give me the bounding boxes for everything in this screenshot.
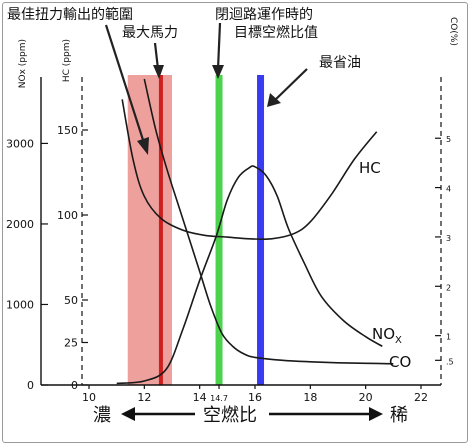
economy-arrow-shaft: [273, 68, 308, 102]
fuel-economy-annotation: 最省油: [319, 55, 361, 71]
hc-tick-label: 0: [71, 379, 78, 392]
hc-tick-label: 100: [57, 209, 78, 222]
torque-arrowhead: [137, 137, 149, 155]
co-tick-label: 5: [446, 135, 451, 144]
x-tick-label: 14.7: [210, 394, 228, 403]
co-curve-label: CO: [389, 353, 411, 371]
nox-tick-layer: 0 1000 2000 3000: [6, 137, 48, 392]
closed-loop-annotation-line2: 目標空燃比值: [234, 24, 318, 41]
closed-loop-arrowhead: [212, 65, 224, 79]
hc-axis-title: HC (ppm): [62, 39, 72, 82]
direction-arrows: [121, 407, 383, 421]
nox-curve-label-sub: X: [395, 335, 402, 346]
best-economy-band: [257, 75, 265, 385]
torque-range-band: [127, 75, 172, 385]
x-tick-layer: 10 12 14 14.7 16 18 20 22: [82, 385, 428, 404]
max-power-annotation: 最大馬力: [122, 25, 178, 41]
closed-loop-arrow-shaft: [216, 22, 222, 70]
co-tick-label: 4: [446, 185, 451, 194]
x-tick-label: 20: [359, 391, 373, 404]
nox-tick-label: 2000: [6, 218, 34, 231]
x-tick-label: 12: [137, 391, 151, 404]
nox-curve: [116, 165, 383, 385]
series-layer: [116, 78, 394, 385]
torque-arrow-shaft: [104, 24, 146, 144]
nox-axis-title: NOx (ppm): [18, 39, 28, 88]
co-axis-title: CO(%): [448, 17, 458, 46]
hc-tick-label: 150: [57, 124, 78, 137]
nox-tick-label: 0: [27, 379, 34, 392]
max-power-arrow-shaft: [153, 42, 160, 70]
max-power-arrowhead: [153, 65, 164, 79]
lean-arrowhead: [369, 407, 383, 421]
economy-arrowhead: [267, 93, 281, 107]
nox-tick-label: 1000: [6, 298, 34, 311]
rich-label: 濃: [93, 405, 111, 426]
hc-curve-label: HC: [359, 159, 381, 177]
hc-curve: [121, 99, 378, 241]
co-tick-label: 1: [446, 333, 451, 342]
max-power-line: [158, 75, 163, 385]
hc-tick-label: 25: [64, 337, 78, 350]
co-tick-label: 2: [446, 283, 451, 292]
x-tick-label: 10: [82, 391, 96, 404]
x-tick-label: 22: [414, 391, 428, 404]
co-tick-label: 3: [446, 234, 451, 243]
plot-background: [35, 71, 443, 391]
co-curve: [143, 78, 394, 365]
nox-tick-label: 3000: [6, 137, 34, 150]
x-tick-label: 14: [193, 391, 207, 404]
co-tick-layer: .5 1 2 3 4 5: [435, 135, 454, 366]
air-fuel-ratio-label: 空燃比: [203, 405, 257, 426]
torque-range-annotation: 最佳扭力輸出的範圍: [7, 6, 133, 23]
annotation-arrowheads: [137, 65, 281, 155]
hc-tick-layer: 0 25 50 100 150: [57, 124, 88, 392]
rich-arrowhead: [121, 407, 135, 421]
nox-curve-label: NOX: [372, 325, 402, 346]
lean-label: 稀: [390, 405, 408, 426]
co-tick-label: .5: [446, 357, 454, 366]
hc-tick-label: 50: [64, 294, 78, 307]
nox-curve-label-main: NO: [372, 325, 395, 343]
x-tick-label: 16: [248, 391, 262, 404]
annotation-arrows: [104, 22, 308, 144]
closed-loop-annotation-line1: 閉迴路運作時的: [215, 7, 313, 23]
x-tick-label: 18: [303, 391, 317, 404]
